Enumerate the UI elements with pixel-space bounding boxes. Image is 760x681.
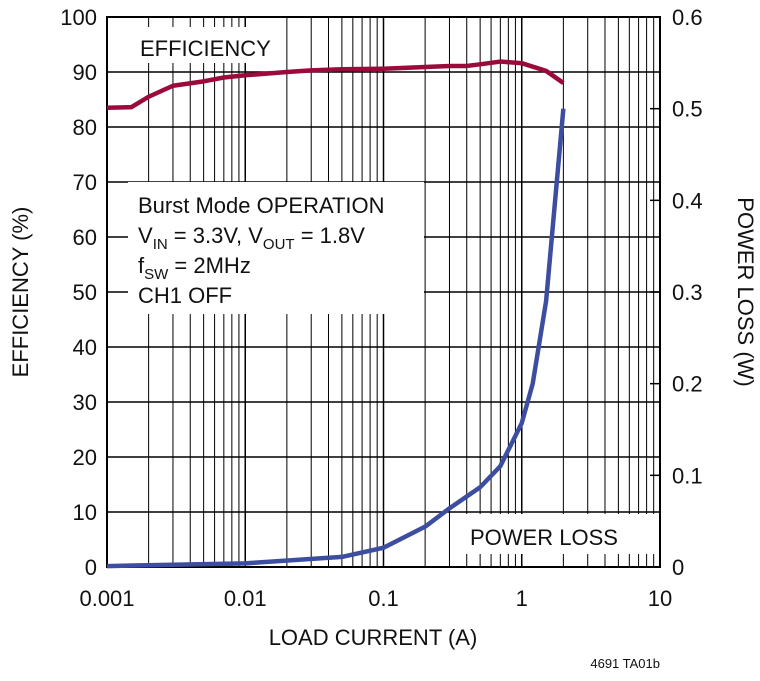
y2-axis-title: POWER LOSS (W) [733, 197, 758, 386]
annotation: fSW = 2MHz [138, 253, 251, 283]
y2-tick-label: 0.3 [672, 280, 703, 305]
x-tick-label: 0.001 [79, 586, 134, 611]
annotation-text: = 2MHz [168, 253, 251, 278]
footnote: 4691 TA01b [590, 656, 660, 671]
annotation-text: f [138, 253, 145, 278]
y2-tick-label: 0 [672, 555, 684, 580]
x-tick-label: 1 [516, 586, 528, 611]
annotation-text: CH1 OFF [138, 283, 232, 308]
x-tick-label: 0.1 [368, 586, 399, 611]
annotation-subscript: IN [153, 236, 168, 253]
annotation: VIN = 3.3V, VOUT = 1.8V [138, 223, 365, 253]
annotation-text: = 3.3V, V [168, 223, 264, 248]
series-line [106, 59, 565, 110]
y-tick-label: 20 [73, 445, 97, 470]
y2-tick-label: 0.4 [672, 188, 703, 213]
annotation: CH1 OFF [138, 283, 232, 308]
y2-tick-label: 0.5 [672, 97, 703, 122]
y-tick-label: 10 [73, 500, 97, 525]
y-tick-label: 30 [73, 390, 97, 415]
series-line [106, 108, 566, 569]
annotation-text: Burst Mode OPERATION [138, 193, 385, 218]
annotation-text: = 1.8V [295, 223, 366, 248]
annotation-text: V [138, 223, 153, 248]
y-tick-label: 50 [73, 280, 97, 305]
y-tick-label: 70 [73, 170, 97, 195]
annotation: Burst Mode OPERATION [138, 193, 385, 218]
x-tick-label: 0.01 [224, 586, 267, 611]
annotation-subscript: OUT [263, 236, 295, 253]
x-tick-label: 10 [648, 586, 672, 611]
x-axis-title: LOAD CURRENT (A) [269, 625, 478, 650]
y2-tick-label: 0.2 [672, 372, 703, 397]
series-label: POWER LOSS [470, 525, 618, 550]
y-tick-label: 100 [60, 5, 97, 30]
y-axis-title: EFFICIENCY (%) [8, 207, 33, 378]
annotation-subscript: SW [144, 266, 169, 283]
label-box [460, 514, 656, 554]
y-tick-label: 90 [73, 60, 97, 85]
y-tick-label: 40 [73, 335, 97, 360]
label-box [130, 27, 282, 63]
label-box [128, 182, 424, 314]
y2-tick-label: 0.6 [672, 5, 703, 30]
series-label: EFFICIENCY [140, 36, 271, 61]
y2-tick-label: 0.1 [672, 463, 703, 488]
y-tick-label: 60 [73, 225, 97, 250]
y-tick-label: 0 [85, 555, 97, 580]
y-tick-label: 80 [73, 115, 97, 140]
plot-frame [106, 16, 661, 568]
